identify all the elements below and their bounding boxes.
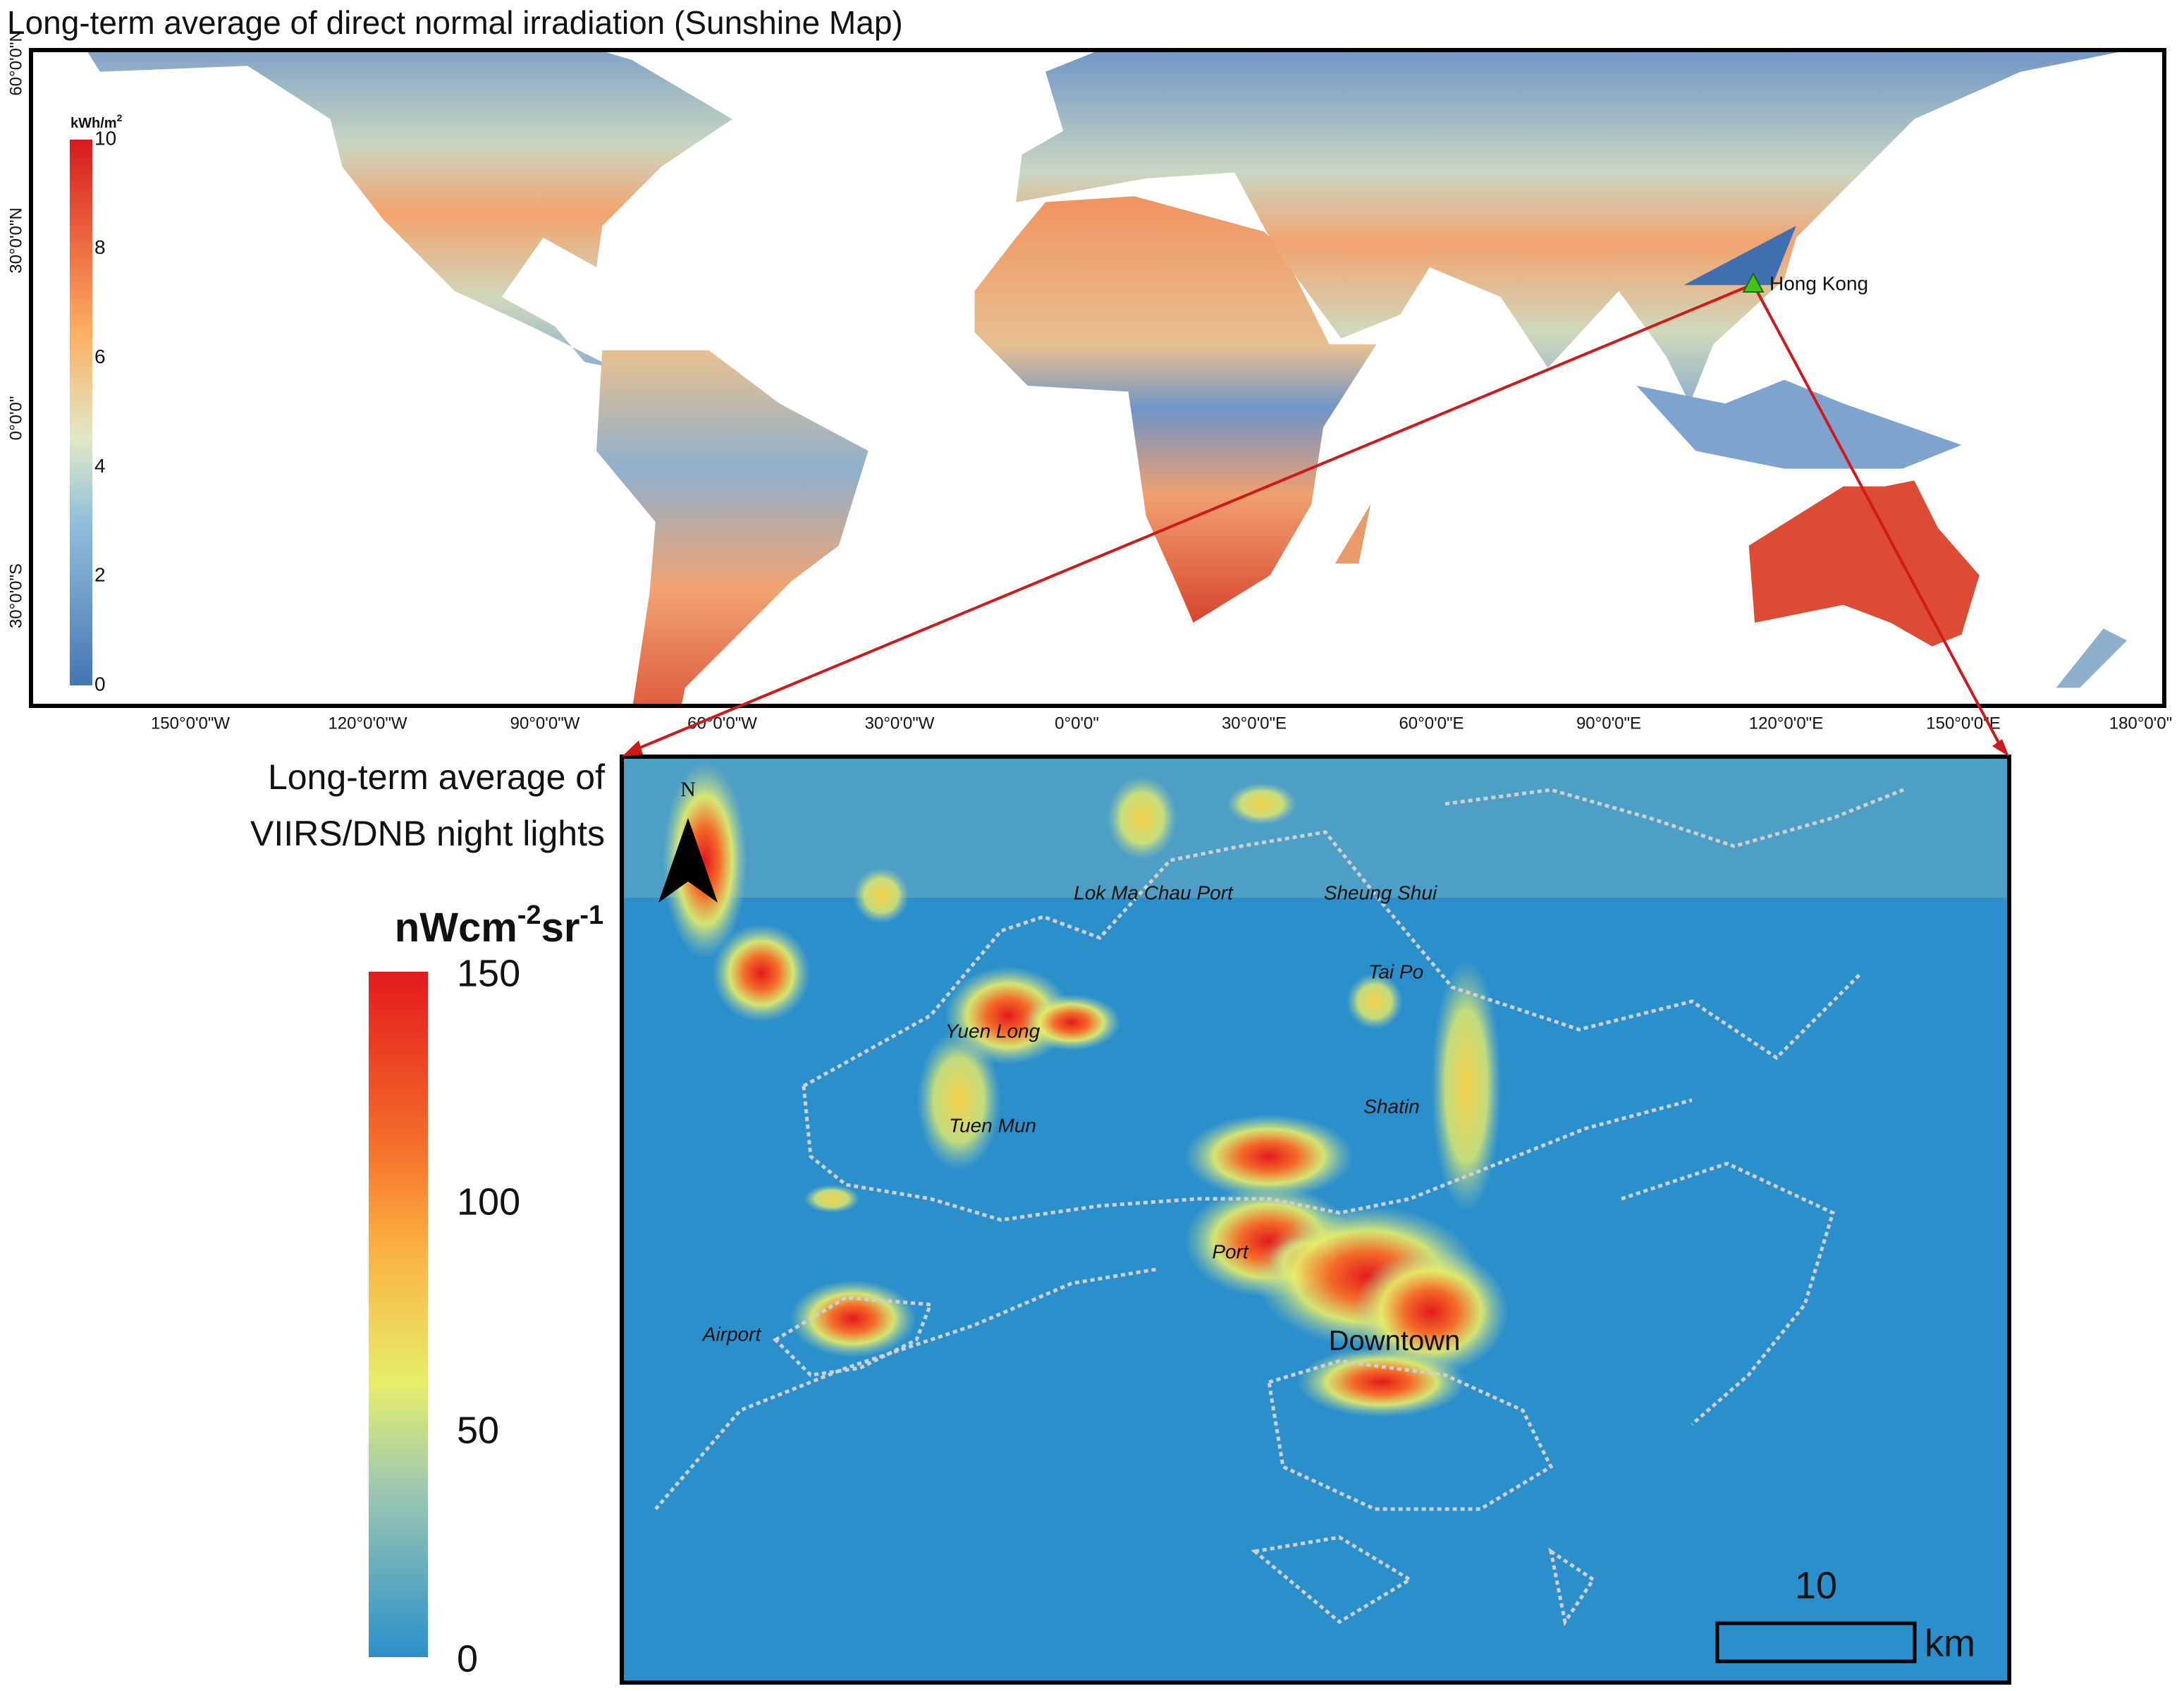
landmass bbox=[1748, 480, 1980, 647]
legend-tick-label: 8 bbox=[94, 236, 106, 258]
bottom-legend-unit: nWcm-2sr-1 bbox=[395, 901, 603, 951]
landmass bbox=[2056, 628, 2128, 688]
legend-tick-label: 0 bbox=[457, 1637, 478, 1680]
coastline bbox=[654, 1267, 1157, 1510]
top-title: Long-term average of direct normal irrad… bbox=[7, 4, 903, 41]
legend-tick-label: 150 bbox=[457, 952, 520, 994]
legend-tick-label: 10 bbox=[94, 127, 116, 149]
night-light bbox=[790, 1280, 916, 1357]
world-map bbox=[86, 50, 2130, 706]
hong-kong-map bbox=[622, 757, 2009, 1683]
scale-value: 10 bbox=[1795, 1564, 1837, 1606]
coastline bbox=[1267, 1359, 1554, 1511]
legend-tick-label: 50 bbox=[457, 1409, 499, 1451]
place-label: Lok Ma Chau Port bbox=[1074, 881, 1234, 903]
landmass bbox=[1016, 50, 2130, 404]
lon-label: 30°0'0"W bbox=[865, 714, 935, 733]
place-label: Sheung Shui bbox=[1324, 881, 1437, 903]
land-tint bbox=[622, 757, 2009, 898]
lat-label: 0°0'0" bbox=[6, 396, 25, 441]
coastline bbox=[1621, 1161, 1836, 1426]
place-label: Port bbox=[1212, 1240, 1249, 1262]
coastline bbox=[1548, 1547, 1596, 1627]
marker-label: Hong Kong bbox=[1769, 272, 1868, 294]
place-label: Shatin bbox=[1363, 1095, 1419, 1117]
night-light bbox=[853, 867, 909, 924]
landmass bbox=[1636, 379, 1962, 469]
top-legend-unit: kWh/m2 bbox=[70, 112, 123, 132]
place-label: Downtown bbox=[1329, 1326, 1461, 1357]
coastline bbox=[1444, 788, 1904, 848]
zoom-line bbox=[630, 283, 1754, 753]
bottom-frame bbox=[620, 755, 2011, 1685]
hong-kong-marker bbox=[1742, 271, 1765, 293]
lon-label: 120°0'0"W bbox=[328, 714, 407, 733]
legend-tick-label: 0 bbox=[94, 673, 106, 695]
lon-label: 30°0'0"E bbox=[1222, 714, 1287, 733]
night-light bbox=[916, 1030, 1001, 1171]
scale-bar: 10 km bbox=[1715, 1564, 1975, 1664]
coastline bbox=[1251, 1535, 1413, 1625]
top-axes: 150°0'0"W 120°0'0"W 90°0'0"W 60°0'0"W 30°0'0… bbox=[6, 30, 2172, 733]
north-arrow: N bbox=[658, 778, 718, 903]
place-label: Airport bbox=[701, 1323, 762, 1345]
arrow-head bbox=[622, 740, 643, 757]
lon-label: 150°0'0"W bbox=[151, 714, 230, 733]
place-label: Tuen Mun bbox=[949, 1114, 1036, 1136]
place-label: Yuen Long bbox=[945, 1020, 1041, 1042]
top-legend-bar bbox=[70, 140, 92, 685]
legend-tick-label: 2 bbox=[94, 564, 106, 586]
lat-label: 30°0'0"S bbox=[6, 563, 25, 628]
arrow-head bbox=[1992, 739, 2009, 757]
coastline bbox=[802, 1085, 1693, 1222]
zoom-lines bbox=[622, 271, 2009, 757]
landmass bbox=[596, 350, 869, 706]
lon-label: 90°0'0"E bbox=[1576, 714, 1641, 733]
night-light bbox=[1184, 1114, 1354, 1199]
top-legend-ticks: 10 8 6 4 2 0 bbox=[94, 127, 116, 695]
legend-tick-label: 100 bbox=[457, 1180, 520, 1223]
landmass bbox=[1683, 226, 1796, 286]
lon-label: 60°0'0"E bbox=[1399, 714, 1464, 733]
lat-label: 30°0'0"N bbox=[6, 207, 25, 273]
legend-tick-label: 4 bbox=[94, 455, 106, 477]
north-arrow-shape bbox=[658, 818, 718, 903]
lon-label: 180°0'0" bbox=[2109, 714, 2172, 733]
night-light bbox=[663, 762, 747, 959]
landmass bbox=[1335, 504, 1371, 563]
coastline bbox=[772, 1295, 933, 1377]
night-light bbox=[1354, 1248, 1509, 1375]
night-light bbox=[1107, 776, 1177, 860]
bottom-title: VIIRS/DNB night lights bbox=[250, 814, 605, 853]
lon-label: 120°0'0"E bbox=[1749, 714, 1823, 733]
bottom-legend-ticks: 150 100 50 0 bbox=[457, 952, 520, 1680]
scale-unit: km bbox=[1925, 1622, 1975, 1664]
lat-label: 60°0'0"N bbox=[6, 30, 25, 95]
scale-rect bbox=[1715, 1621, 1917, 1663]
landmass bbox=[86, 50, 732, 368]
night-light bbox=[1431, 959, 1502, 1213]
landmass bbox=[974, 196, 1377, 623]
bottom-legend-bar bbox=[369, 972, 428, 1657]
north-label: N bbox=[680, 778, 696, 801]
night-light bbox=[1227, 783, 1297, 825]
lon-label: 90°0'0"W bbox=[510, 714, 580, 733]
night-light bbox=[804, 1185, 860, 1213]
night-light bbox=[1022, 994, 1121, 1051]
top-frame bbox=[29, 48, 2166, 708]
night-light bbox=[712, 924, 811, 1022]
legend-tick-label: 6 bbox=[94, 346, 106, 367]
night-light bbox=[1297, 1347, 1466, 1417]
place-label: Tai Po bbox=[1368, 960, 1423, 982]
zoom-line bbox=[1752, 283, 2005, 752]
lon-label: 0°0'0" bbox=[1055, 714, 1099, 733]
night-light bbox=[1346, 973, 1403, 1030]
bottom-title: Long-term average of bbox=[268, 757, 605, 797]
